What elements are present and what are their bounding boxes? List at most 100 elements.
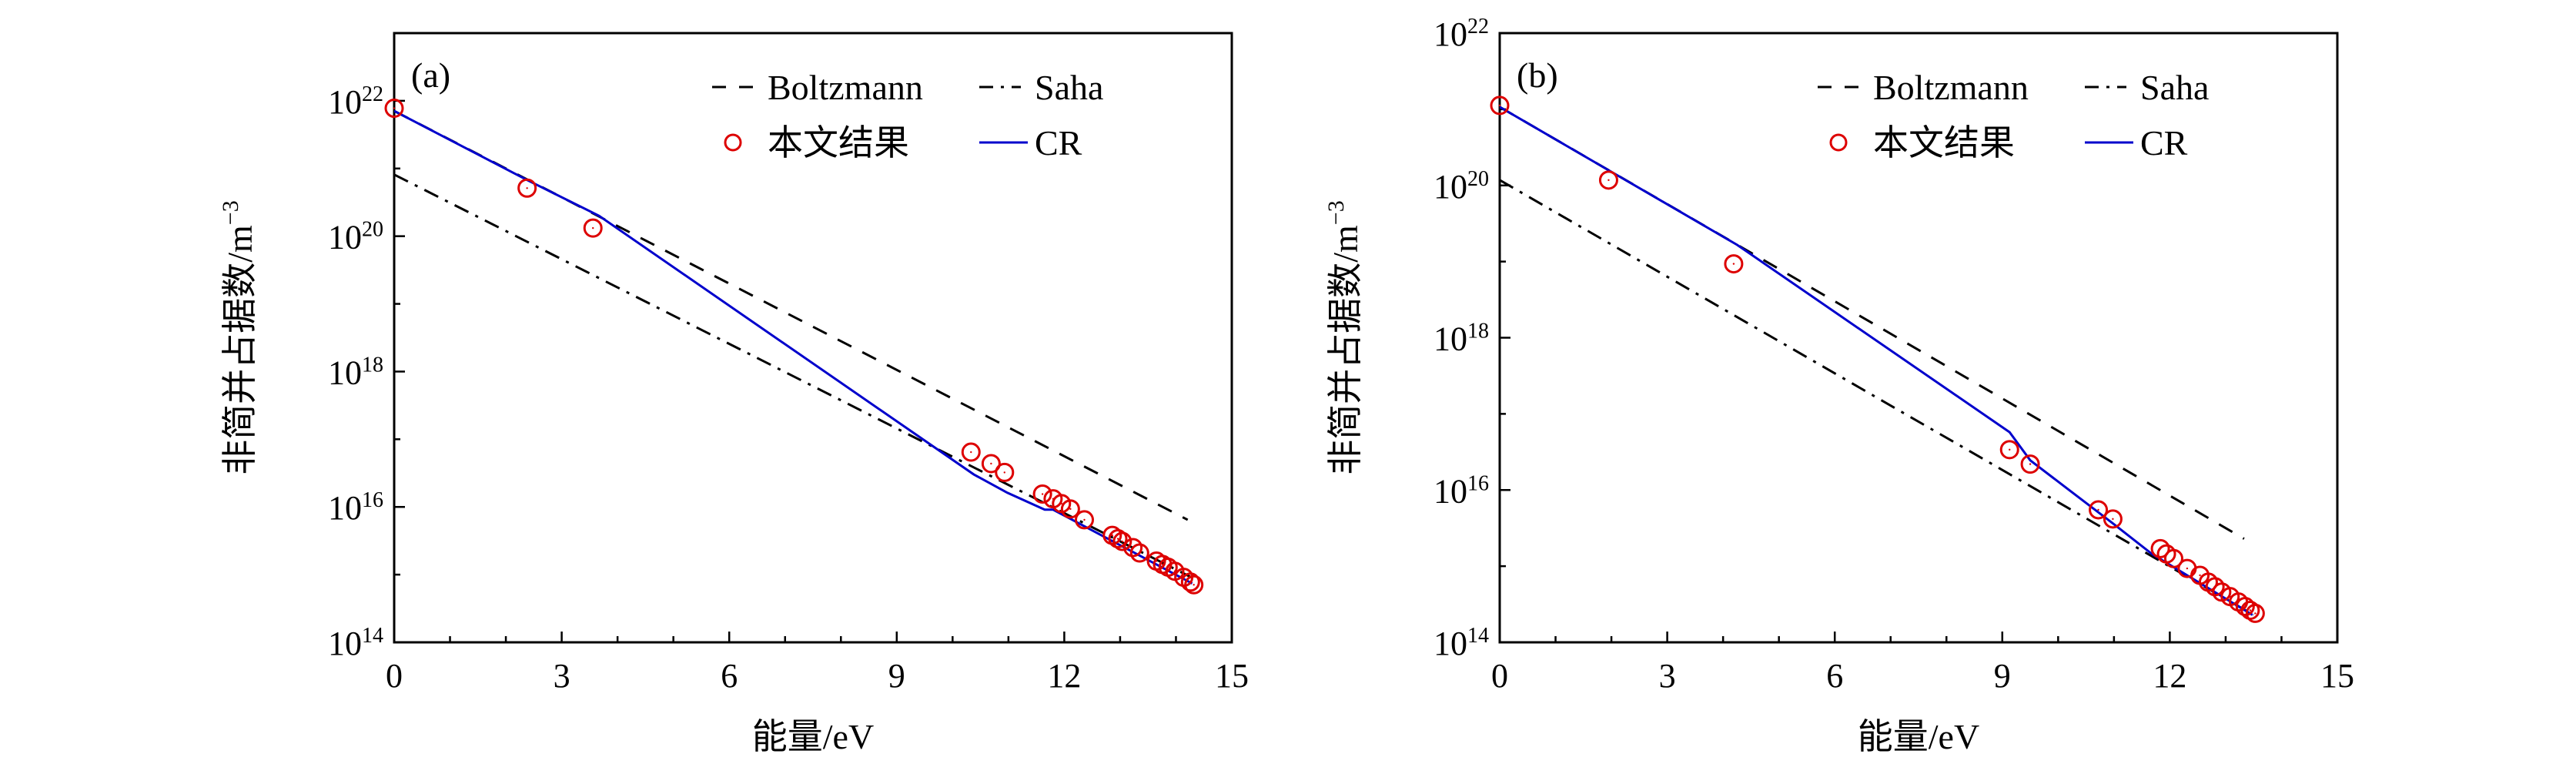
data-point-center-this-work [2112, 518, 2114, 521]
data-point-center-this-work [2186, 567, 2189, 570]
data-point-center-this-work [1083, 518, 1086, 521]
data-point-this-work [1129, 543, 1149, 563]
y-tick-base: 10 [328, 489, 362, 527]
data-point-this-work [1180, 572, 1200, 592]
legend-label-saha: Saha [1035, 68, 1103, 107]
data-point-this-work [1060, 499, 1080, 519]
series-line-cr [1500, 106, 2253, 616]
x-tick-label: 3 [1659, 657, 1676, 695]
y-axis-label-exponent: −3 [218, 200, 243, 225]
panel-label: (a) [411, 55, 450, 95]
y-tick-label: 1020 [328, 218, 383, 256]
x-tick-label: 0 [1491, 657, 1508, 695]
y-tick-exponent: 16 [362, 488, 383, 512]
data-point-center-this-work [1116, 538, 1119, 540]
y-axis-label: 非简并占据数/m−3 [1323, 200, 1365, 474]
y-tick-base: 10 [328, 625, 362, 662]
panel-a: 0 3 6 9 12 1510221020101810161014能量/eV非简并占据数/… [218, 32, 1249, 756]
legend: Boltzmann Saha 本文结果 CR [1818, 68, 2209, 163]
x-tick-label: 9 [1994, 657, 2011, 695]
data-point-center-this-work [1732, 263, 1735, 265]
data-point-center-this-work [1069, 508, 1072, 511]
data-point-this-work [583, 218, 603, 238]
data-point-this-work [384, 99, 404, 119]
x-axis-label: 能量/eV [752, 717, 874, 756]
legend: Boltzmann Saha 本文结果 CR [712, 68, 1103, 163]
legend-label-boltzmann: Boltzmann [768, 68, 923, 107]
x-tick-label: 12 [2153, 657, 2186, 695]
data-point-center-this-work [2097, 508, 2099, 511]
panel-label: (b) [1517, 55, 1558, 95]
data-point-center-this-work [2249, 609, 2252, 612]
y-tick-label: 1020 [1434, 167, 1489, 206]
data-point-this-work [2163, 548, 2183, 568]
legend-label-boltzmann: Boltzmann [1873, 68, 2029, 107]
data-point-center-this-work [1121, 540, 1124, 543]
data-point-center-this-work [970, 451, 972, 454]
x-tick-label: 12 [1047, 657, 1081, 695]
data-point-this-work [1184, 575, 1204, 595]
data-point-center-this-work [1161, 563, 1164, 566]
data-point-center-this-work [2173, 558, 2175, 560]
y-tick-base: 10 [1434, 472, 1467, 510]
y-tick-base: 10 [1434, 625, 1467, 662]
x-tick-label: 15 [2320, 657, 2354, 695]
legend-marker-this-work [1829, 133, 1848, 152]
series-line-cr [394, 109, 1193, 585]
data-point-this-work [981, 454, 1001, 474]
data-point-this-work [1724, 254, 1744, 274]
data-point-this-work [2150, 538, 2170, 558]
y-tick-label: 1014 [328, 624, 383, 662]
panel-b: 0 3 6 9 12 1510221020101810161014能量/eV非简并占据数/… [1323, 15, 2354, 756]
data-point-center-this-work [592, 226, 594, 230]
data-point-this-work [961, 442, 981, 462]
legend-label-this-work: 本文结果 [768, 123, 909, 163]
data-point-center-this-work [1139, 551, 1141, 555]
data-point-this-work [1490, 96, 1510, 116]
y-tick-exponent: 22 [1467, 15, 1489, 39]
data-point-this-work [1112, 531, 1132, 551]
y-tick-exponent: 20 [1467, 167, 1489, 191]
y-axis-label-exponent: −3 [1323, 200, 1349, 225]
y-tick-label: 1014 [1434, 624, 1489, 662]
plot-frame [393, 32, 1233, 644]
series-line-saha [1500, 179, 2254, 616]
data-point-center-this-work [1189, 581, 1192, 583]
data-point-center-this-work [1111, 534, 1113, 537]
data-point-this-work [2245, 603, 2265, 623]
y-tick-label: 1018 [328, 353, 383, 391]
y-tick-exponent: 20 [362, 218, 383, 242]
x-tick-label: 6 [1826, 657, 1843, 695]
data-point-center-this-work [1193, 584, 1195, 586]
y-tick-base: 10 [328, 219, 362, 256]
legend-label-saha: Saha [2140, 68, 2209, 107]
y-tick-label: 1018 [1434, 320, 1489, 358]
y-tick-base: 10 [328, 83, 362, 121]
data-point-center-this-work [1060, 502, 1062, 505]
y-tick-label: 1022 [328, 82, 383, 121]
data-point-center-this-work [1607, 179, 1610, 182]
data-point-center-this-work [2199, 574, 2201, 577]
data-point-center-this-work [2244, 605, 2246, 608]
y-tick-base: 10 [1434, 320, 1467, 358]
y-tick-exponent: 14 [362, 624, 383, 648]
legend-label-cr: CR [2140, 123, 2188, 163]
legend-marker-this-work [724, 133, 742, 152]
x-tick-label: 0 [386, 657, 403, 695]
data-point-center-this-work [393, 107, 396, 109]
x-tick-label: 6 [721, 657, 738, 695]
y-tick-exponent: 18 [1467, 320, 1489, 343]
data-point-this-work [1999, 440, 2019, 460]
data-point-center-this-work [2029, 463, 2032, 465]
data-point-center-this-work [526, 187, 528, 189]
data-point-this-work [2020, 454, 2040, 474]
data-point-this-work [517, 178, 537, 198]
data-point-this-work [1598, 170, 1618, 190]
y-axis-label-main: 非简并占据数/m [1326, 225, 1365, 475]
y-tick-exponent: 18 [362, 353, 383, 377]
x-tick-label: 9 [888, 657, 905, 695]
data-point-this-work [1032, 484, 1052, 504]
data-point-this-work [995, 462, 1015, 482]
data-point-center-this-work [1498, 104, 1501, 107]
